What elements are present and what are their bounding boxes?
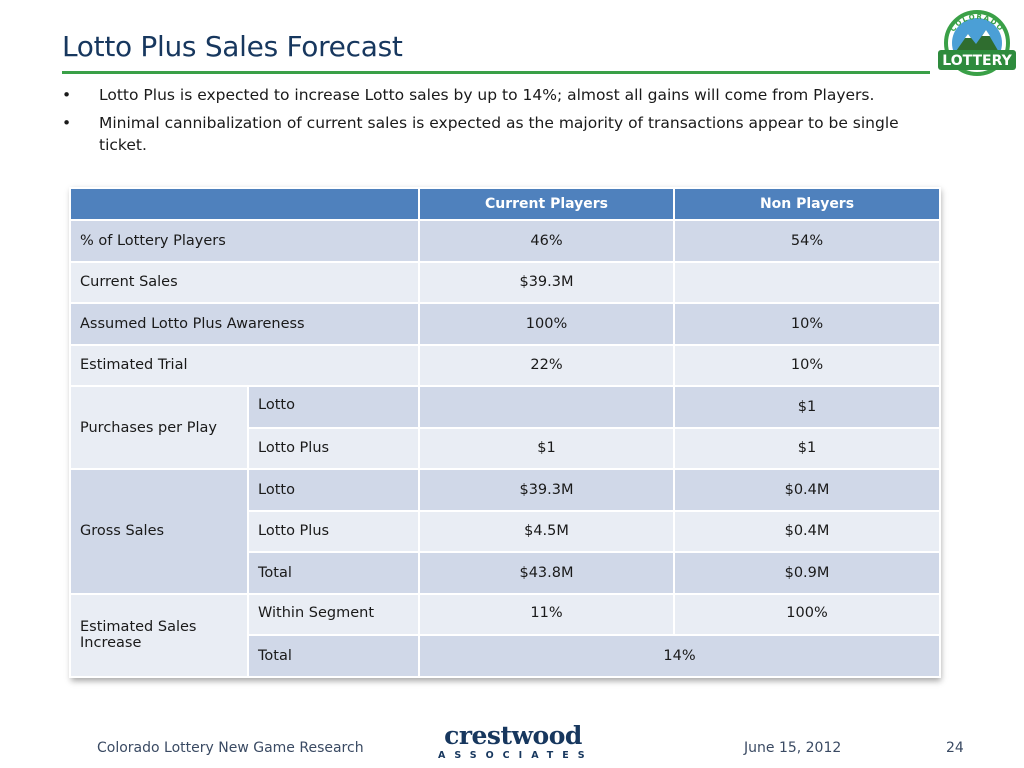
cell-current: $39.3M [418,468,675,512]
cell-current: $43.8M [418,551,675,595]
title-underline [62,71,930,74]
table-header-row: Current Players Non Players [69,187,941,221]
cell-non: $0.4M [673,509,941,553]
row-sublabel: Lotto Plus [247,426,420,470]
cell-non: 10% [673,343,941,387]
row-label: % of Lottery Players [69,219,420,263]
cell-current: 22% [418,343,675,387]
table-row: Estimated Trial 22% 10% [69,343,941,387]
colorado-lottery-logo: COLORADO LOTTERY [938,10,1016,76]
cell-non: $1 [673,426,941,470]
cell-current: 100% [418,302,675,346]
header-current-players: Current Players [418,187,675,221]
bullet-text: Minimal cannibalization of current sales… [99,114,899,154]
cell-non: 10% [673,302,941,346]
cell-total-merged: 14% [418,634,941,678]
logo-word: LOTTERY [942,53,1012,69]
page-number: 24 [946,740,964,756]
table-row: % of Lottery Players 46% 54% [69,219,941,263]
row-sublabel: Total [247,551,420,595]
row-sublabel: Lotto Plus [247,509,420,553]
cell-non: 54% [673,219,941,263]
cell-current: $4.5M [418,509,675,553]
row-group-label: Gross Sales [69,468,249,595]
row-sublabel: Within Segment [247,592,420,636]
header-non-players: Non Players [673,187,941,221]
table-row: Estimated Sales Increase Within Segment … [69,592,941,678]
table-row: Assumed Lotto Plus Awareness 100% 10% [69,302,941,346]
row-label: Estimated Trial [69,343,420,387]
cell-non [673,260,941,304]
row-sublabel: Total [247,634,420,678]
table-row: Gross Sales Lotto $39.3M $0.4M [69,468,941,595]
forecast-table-wrapper: Current Players Non Players % of Lottery… [69,187,941,678]
row-sublabel: Lotto [247,468,420,512]
row-label: Current Sales [69,260,420,304]
footer-left-text: Colorado Lottery New Game Research [97,740,364,756]
crestwood-sub: ASSOCIATES [438,750,594,761]
footer-date: June 15, 2012 [744,740,842,756]
bullet-text: Lotto Plus is expected to increase Lotto… [99,86,875,104]
cell-current: 11% [418,592,675,636]
row-label: Assumed Lotto Plus Awareness [69,302,420,346]
cell-non: $0.4M [673,468,941,512]
cell-current: 46% [418,219,675,263]
bullet-glyph: • [62,86,72,104]
cell-non: $1 [673,385,941,429]
cell-current: $39.3M [418,260,675,304]
table-row: Current Sales $39.3M [69,260,941,304]
slide-title: Lotto Plus Sales Forecast [62,30,403,63]
bullet-item: • Minimal cannibalization of current sal… [62,112,942,156]
cell-current: $1 [418,426,675,470]
row-group-label: Estimated Sales Increase [69,592,249,678]
cell-non: 100% [673,592,941,636]
cell-non: $0.9M [673,551,941,595]
table-row: Purchases per Play Lotto $1 [69,385,941,470]
forecast-table: Current Players Non Players % of Lottery… [69,187,941,678]
cell-current [418,385,675,429]
row-sublabel: Lotto [247,385,420,429]
bullet-glyph: • [62,114,72,132]
crestwood-logo: crestwood ASSOCIATES [438,721,594,763]
bullet-item: • Lotto Plus is expected to increase Lot… [62,84,942,106]
header-blank [69,187,420,221]
crestwood-name: crestwood [444,721,582,750]
row-group-label: Purchases per Play [69,385,249,470]
bullet-list: • Lotto Plus is expected to increase Lot… [62,84,942,162]
